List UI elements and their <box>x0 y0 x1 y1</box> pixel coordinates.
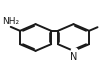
Text: NH₂: NH₂ <box>2 17 19 26</box>
Text: N: N <box>70 52 77 62</box>
